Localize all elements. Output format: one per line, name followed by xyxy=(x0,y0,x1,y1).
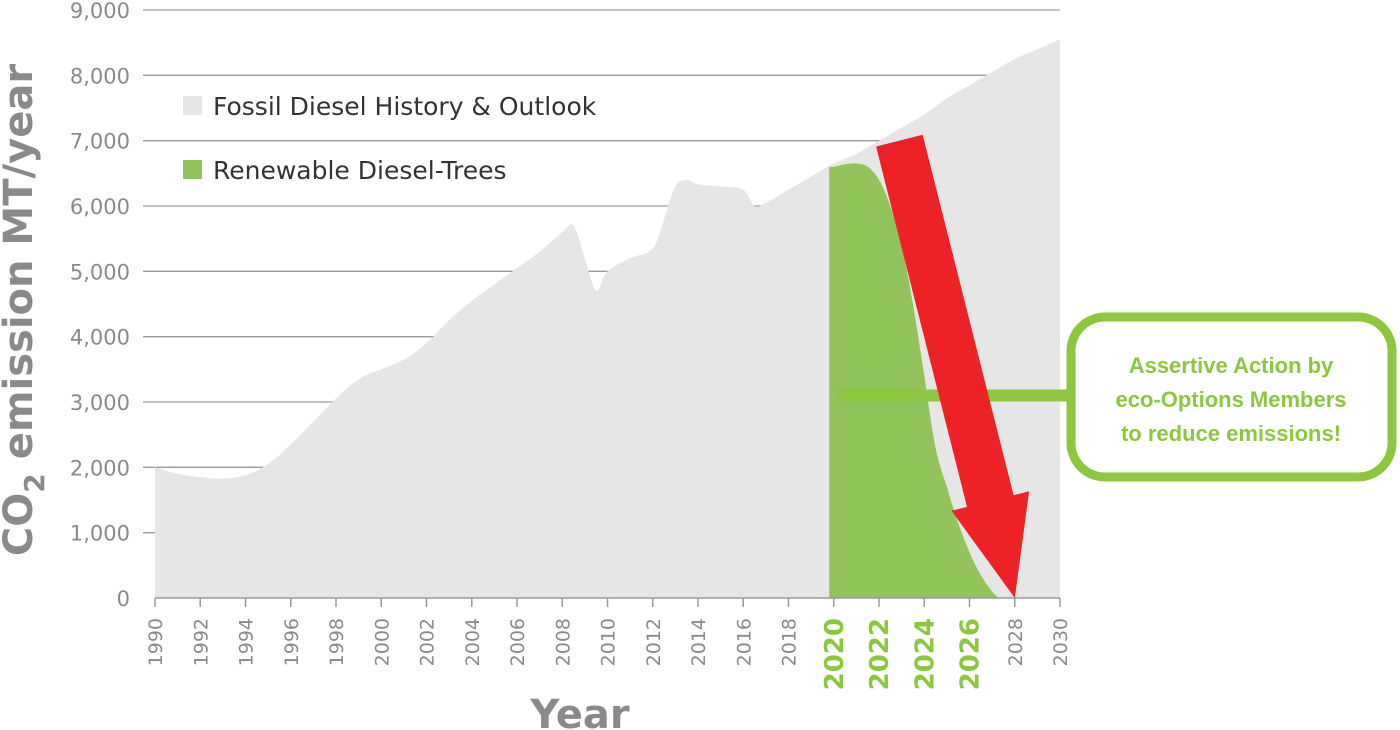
legend: Fossil Diesel History & Outlook Renewabl… xyxy=(183,92,597,185)
x-tick-label-2008: 2008 xyxy=(552,618,574,666)
axes xyxy=(154,597,1061,607)
y-tick-label-3,000: 3,000 xyxy=(70,391,130,415)
y-tick-label-0: 0 xyxy=(117,587,130,611)
callout-line-2: eco-Options Members xyxy=(1115,387,1346,412)
callout-box xyxy=(1066,312,1397,482)
x-tick-label-2014: 2014 xyxy=(688,618,710,666)
callout-line-1: Assertive Action by xyxy=(1129,353,1334,378)
y-tick-label-2,000: 2,000 xyxy=(70,456,130,480)
x-tick-label-1992: 1992 xyxy=(190,618,212,666)
x-tick-labels: 1990 1992 1994 1996 1998 2000 2002 2004 2006 2008… xyxy=(145,618,1072,690)
x-tick-label-2016: 2016 xyxy=(733,618,755,666)
legend-swatch-renewable xyxy=(183,160,202,179)
x-tick-label-2002: 2002 xyxy=(417,618,439,666)
x-tick-label-2028: 2028 xyxy=(1005,618,1027,666)
legend-label-fossil: Fossil Diesel History & Outlook xyxy=(213,92,597,121)
area-renewable-diesel xyxy=(829,163,999,598)
y-axis-title-rest: emission MT/year xyxy=(0,64,42,474)
y-tick-label-4,000: 4,000 xyxy=(70,326,130,350)
area-series xyxy=(155,39,1060,598)
y-tick-label-6,000: 6,000 xyxy=(70,195,130,219)
legend-label-renewable: Renewable Diesel-Trees xyxy=(213,156,507,185)
x-tick-label-1994: 1994 xyxy=(236,618,258,666)
y-tick-label-9,000: 9,000 xyxy=(70,0,130,23)
callout-line-3: to reduce emissions! xyxy=(1121,421,1341,446)
x-tick-label-2010: 2010 xyxy=(598,618,620,666)
y-axis-title: CO2 emission MT/year xyxy=(0,64,51,556)
x-tick-label-2012: 2012 xyxy=(643,618,665,666)
x-tick-label-2018: 2018 xyxy=(779,618,801,666)
x-tick-label-2030: 2030 xyxy=(1050,618,1072,666)
y-tick-label-5,000: 5,000 xyxy=(70,260,130,284)
y-axis-title-co: CO xyxy=(0,493,42,556)
x-tick-label-1998: 1998 xyxy=(326,618,348,666)
x-tick-label-2026: 2026 xyxy=(956,618,986,690)
y-tick-label-8,000: 8,000 xyxy=(70,64,130,88)
legend-swatch-fossil xyxy=(183,96,202,115)
x-axis-title: Year xyxy=(529,692,629,730)
y-tick-label-7,000: 7,000 xyxy=(70,130,130,154)
x-tick-label-1996: 1996 xyxy=(281,618,303,666)
y-tick-label-1,000: 1,000 xyxy=(70,522,130,546)
x-tick-label-2000: 2000 xyxy=(371,618,393,666)
x-tick-label-2004: 2004 xyxy=(462,618,484,666)
y-axis-title-subscript: 2 xyxy=(18,473,51,492)
x-tick-label-2020: 2020 xyxy=(820,618,850,690)
annotations: Assertive Action by eco-Options Members … xyxy=(838,134,1397,599)
x-tick-label-2006: 2006 xyxy=(507,618,529,666)
x-tick-label-2022: 2022 xyxy=(865,618,895,690)
x-tick-label-1990: 1990 xyxy=(145,618,167,666)
y-tick-labels: 0 1,000 2,000 3,000 4,000 5,000 6,000 7,000 8,00… xyxy=(70,0,130,611)
reduction-arrow xyxy=(876,134,1030,599)
x-tick-label-2024: 2024 xyxy=(910,618,940,690)
